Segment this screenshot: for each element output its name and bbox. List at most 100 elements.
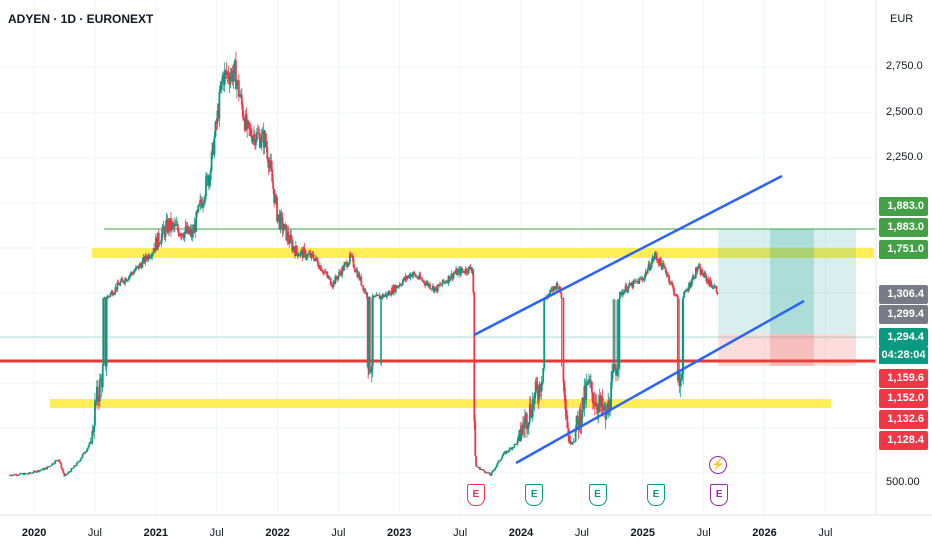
candle-body <box>364 289 367 294</box>
candle-body <box>104 297 107 367</box>
candle-body <box>132 273 134 275</box>
candle-body <box>252 137 254 142</box>
candle-body <box>292 246 295 251</box>
candle-body <box>380 296 383 298</box>
candle-body <box>322 271 325 273</box>
candle-body <box>406 276 409 279</box>
candle-body <box>18 473 21 475</box>
candle-body <box>459 268 461 275</box>
candle-body <box>451 273 454 279</box>
candle-body <box>420 278 423 280</box>
candle-body <box>193 224 196 234</box>
candle-body <box>693 275 695 279</box>
candle-body <box>196 211 199 213</box>
candle-body <box>623 290 626 294</box>
candle-body <box>381 294 384 298</box>
candle-body <box>539 384 542 392</box>
candle-body <box>384 293 387 296</box>
candle-body <box>160 234 163 244</box>
candle-body <box>327 277 330 278</box>
candle-body <box>531 399 534 418</box>
candle-body <box>432 285 435 292</box>
currency-label[interactable]: EUR <box>890 13 914 25</box>
candle-body <box>82 452 85 455</box>
candle-body <box>431 288 433 290</box>
candle-body <box>479 469 482 471</box>
candle-body <box>141 260 144 268</box>
candle-body <box>475 455 477 467</box>
earnings-marker-icon[interactable]: E <box>588 484 607 506</box>
candle-body <box>638 278 641 284</box>
candle-body <box>499 459 502 462</box>
candle-body <box>439 284 442 286</box>
candle-body <box>84 452 87 454</box>
candle-body <box>696 268 699 272</box>
candle-body <box>703 272 706 277</box>
earnings-marker-icon[interactable]: E <box>710 484 729 506</box>
candle-body <box>361 285 364 286</box>
candle-body <box>150 256 153 258</box>
candle-body <box>55 460 57 462</box>
candle-body <box>512 447 515 448</box>
candle-body <box>201 203 203 208</box>
resistance-zone <box>92 248 874 258</box>
candle-body <box>221 74 224 78</box>
candle-body <box>650 261 653 268</box>
candle-body <box>111 291 114 296</box>
symbol-title[interactable]: ADYEN · 1D · EURONEXT <box>8 12 154 26</box>
candle-body <box>428 284 430 286</box>
candle-body <box>191 230 194 237</box>
candle-body <box>278 214 281 229</box>
candle-body <box>83 452 86 454</box>
candle-body <box>78 460 81 462</box>
candle-body <box>226 73 229 75</box>
earnings-marker-icon[interactable]: E <box>466 484 485 506</box>
candle-body <box>152 252 155 254</box>
candle-body <box>478 467 480 469</box>
candle-body <box>671 282 673 285</box>
candle-body <box>474 421 477 456</box>
candle-body <box>503 451 506 453</box>
time-tick-label: Jul <box>87 527 102 539</box>
candle-body <box>155 237 158 250</box>
candle-body <box>417 278 420 280</box>
candle-body <box>618 298 620 368</box>
candle-body <box>445 281 448 283</box>
candle-body <box>137 265 140 269</box>
candle-body <box>198 204 201 206</box>
event-lightning-icon[interactable]: ⚡ <box>709 456 728 474</box>
earnings-marker-icon[interactable]: E <box>646 484 665 506</box>
candle-body <box>173 223 176 227</box>
candle-body <box>207 175 209 186</box>
candle-body <box>500 458 503 460</box>
candle-body <box>549 290 551 294</box>
candle-body <box>608 400 611 412</box>
candle-body <box>176 223 179 231</box>
candle-body <box>355 270 358 273</box>
candle-body <box>218 91 221 119</box>
candle-body <box>119 282 122 286</box>
candle-body <box>210 152 213 171</box>
earnings-marker-icon[interactable]: E <box>525 484 544 506</box>
candle-body <box>89 441 92 444</box>
candle-body <box>637 281 640 284</box>
candle-body <box>425 283 427 286</box>
candle-body <box>510 447 513 450</box>
candle-body <box>172 223 175 227</box>
candle-body <box>393 285 395 294</box>
candle-body <box>197 205 200 212</box>
candle-body <box>617 367 619 370</box>
candle-body <box>454 273 456 274</box>
candle-body <box>293 246 296 252</box>
candle-body <box>15 474 18 476</box>
candle-body <box>222 74 225 85</box>
candle-body <box>208 176 210 186</box>
candle-body <box>71 468 74 469</box>
candle-body <box>476 466 478 467</box>
candle-body <box>649 267 652 270</box>
candle-body <box>241 104 244 117</box>
candle-body <box>669 282 671 283</box>
candle-body <box>96 386 99 400</box>
candle-body <box>76 461 79 464</box>
